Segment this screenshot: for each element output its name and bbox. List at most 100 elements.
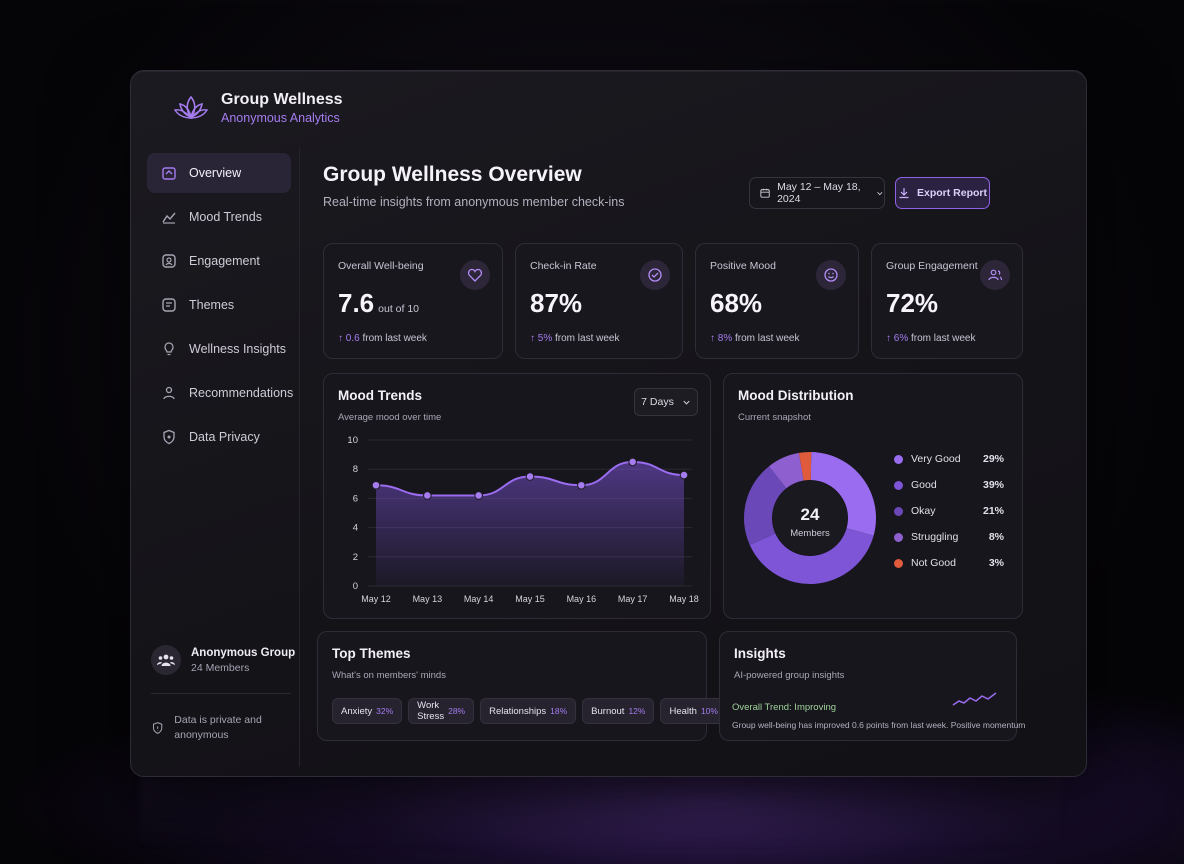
legend-item: Struggling 8% [894, 524, 1004, 550]
stat-card-value: 87% [530, 288, 583, 318]
theme-chip-pct: 12% [628, 706, 646, 716]
sidebar-item-mood-trends[interactable]: Mood Trends [147, 197, 291, 237]
stat-card-delta-text: from last week [911, 333, 976, 344]
legend-swatch [894, 454, 903, 464]
theme-chip[interactable]: Health 10% [660, 698, 727, 724]
range-select[interactable]: 7 Days [634, 388, 698, 416]
chevron-down-icon [877, 191, 883, 195]
legend-label: Struggling [911, 531, 959, 543]
sidebar-item-label: Overview [189, 166, 242, 180]
data-point [423, 491, 432, 500]
heart-icon [460, 260, 490, 290]
top-themes-subtitle: What's on members' minds [332, 670, 446, 681]
x-tick-label: May 15 [515, 594, 545, 604]
sidebar-item-overview[interactable]: Overview [147, 153, 291, 193]
sidebar-item-label: Themes [189, 298, 235, 312]
group-icon [157, 654, 175, 666]
stat-card-label: Group Engagement [886, 260, 978, 272]
x-tick-label: May 14 [464, 594, 494, 604]
legend-value: 3% [988, 557, 1004, 569]
arrow-up-icon: ↑ [710, 333, 718, 344]
sidebar: Overview Mood Trends Engagement Themes W… [139, 147, 300, 767]
group-name: Anonymous Group [191, 646, 296, 659]
sidebar-item-themes[interactable]: Themes [147, 285, 291, 325]
stat-cards: Overall Well-being 7.6 out of 10 ↑ 0.6 fr… [323, 243, 1023, 361]
data-point [577, 480, 586, 490]
export-report-button[interactable]: Export Report [895, 177, 990, 209]
check-circle-icon [640, 260, 670, 290]
legend-value: 8% [988, 531, 1004, 543]
engagement-icon [162, 254, 176, 268]
theme-chip[interactable]: Work Stress 28% [408, 698, 475, 724]
stat-card-delta: 6% [893, 333, 909, 344]
donut-center-label: Members [790, 528, 830, 539]
stat-card-label: Positive Mood [710, 260, 776, 272]
smile-icon [816, 260, 846, 290]
sparkline-icon [952, 692, 997, 706]
group-card: Anonymous Group 24 Members [151, 645, 295, 675]
theme-chip-label: Work Stress [417, 700, 445, 722]
x-tick-label: May 16 [567, 594, 597, 604]
stat-card-value: 7.6 [338, 288, 375, 318]
theme-chip[interactable]: Burnout 12% [582, 698, 655, 724]
legend-item: Very Good 29% [894, 446, 1004, 472]
date-range-label: May 12 – May 18, 2024 [777, 181, 861, 205]
mood-trends-panel: Mood Trends Average mood over time 7 Day… [323, 373, 711, 619]
y-tick-label: 0 [353, 581, 358, 592]
theme-chip-pct: 18% [550, 706, 568, 716]
stat-card-wellbeing: Overall Well-being 7.6 out of 10 ↑ 0.6 fr… [323, 243, 503, 359]
mood-distribution-title: Mood Distribution [738, 388, 854, 403]
arrow-up-icon: ↑ [886, 333, 894, 344]
area-fill [376, 461, 684, 586]
sidebar-item-engagement[interactable]: Engagement [147, 241, 291, 281]
legend-value: 29% [982, 453, 1004, 465]
data-point [371, 480, 381, 490]
legend-swatch [894, 532, 903, 542]
legend-swatch [894, 558, 903, 568]
stat-card-delta: 8% [717, 333, 733, 344]
donut-slice [744, 466, 787, 545]
lotus-icon [173, 95, 209, 119]
stat-card-label: Check-in Rate [530, 260, 597, 272]
insight-trend: Overall Trend: Improving [732, 702, 837, 713]
mood-distribution-subtitle: Current snapshot [738, 412, 811, 423]
stat-card-delta-text: from last week [555, 333, 620, 344]
group-avatar [151, 645, 181, 675]
donut-slice [749, 528, 874, 584]
sidebar-divider [151, 693, 291, 694]
main-content: Group Wellness Overview Real-time insigh… [317, 163, 1058, 741]
donut-slice [810, 452, 876, 536]
brand: Group Wellness Anonymous Analytics [173, 91, 343, 125]
mood-trends-title: Mood Trends [338, 388, 422, 403]
legend-swatch [894, 480, 903, 490]
legend-item: Good 39% [894, 472, 1004, 498]
theme-chip[interactable]: Relationships 18% [480, 698, 577, 724]
chevron-down-icon [683, 400, 690, 405]
privacy-note: Data is private and anonymous [151, 713, 281, 743]
data-point [628, 457, 637, 467]
y-tick-label: 4 [353, 523, 358, 534]
dashboard-window: Group Wellness Anonymous Analytics Overv… [130, 70, 1087, 777]
sidebar-nav: Overview Mood Trends Engagement Themes W… [139, 147, 299, 457]
brand-subtitle: Anonymous Analytics [221, 111, 340, 125]
mood-donut-chart: 24 Members [744, 452, 876, 584]
stat-card-positive-mood: Positive Mood 68% ↑ 8% from last week [695, 243, 859, 359]
sidebar-item-recommendations[interactable]: Recommendations [147, 373, 293, 413]
donut-hole [773, 481, 847, 555]
floor-reflection [140, 778, 1060, 848]
legend-item: Okay 21% [894, 498, 1004, 524]
x-tick-label: May 13 [413, 594, 443, 604]
legend-item: Not Good 3% [894, 550, 1004, 576]
theme-chip-pct: 28% [448, 706, 466, 716]
shield-icon [163, 429, 175, 445]
sidebar-item-data-privacy[interactable]: Data Privacy [147, 417, 291, 457]
theme-chip[interactable]: Anxiety 32% [332, 698, 403, 724]
theme-chips: Anxiety 32% Work Stress 28% Relationships 1… [332, 698, 727, 724]
home-icon [162, 167, 176, 180]
mood-trend-chart: 0 2 4 6 8 10 May 12 May 13 May 14 May 15 May 16 May… [347, 435, 698, 604]
date-range-picker[interactable]: May 12 – May 18, 2024 [749, 177, 885, 209]
legend-label: Not Good [911, 557, 956, 569]
download-icon [899, 188, 909, 199]
sidebar-item-wellness-insights[interactable]: Wellness Insights [147, 329, 291, 369]
donut-center-value: 24 [801, 505, 820, 524]
